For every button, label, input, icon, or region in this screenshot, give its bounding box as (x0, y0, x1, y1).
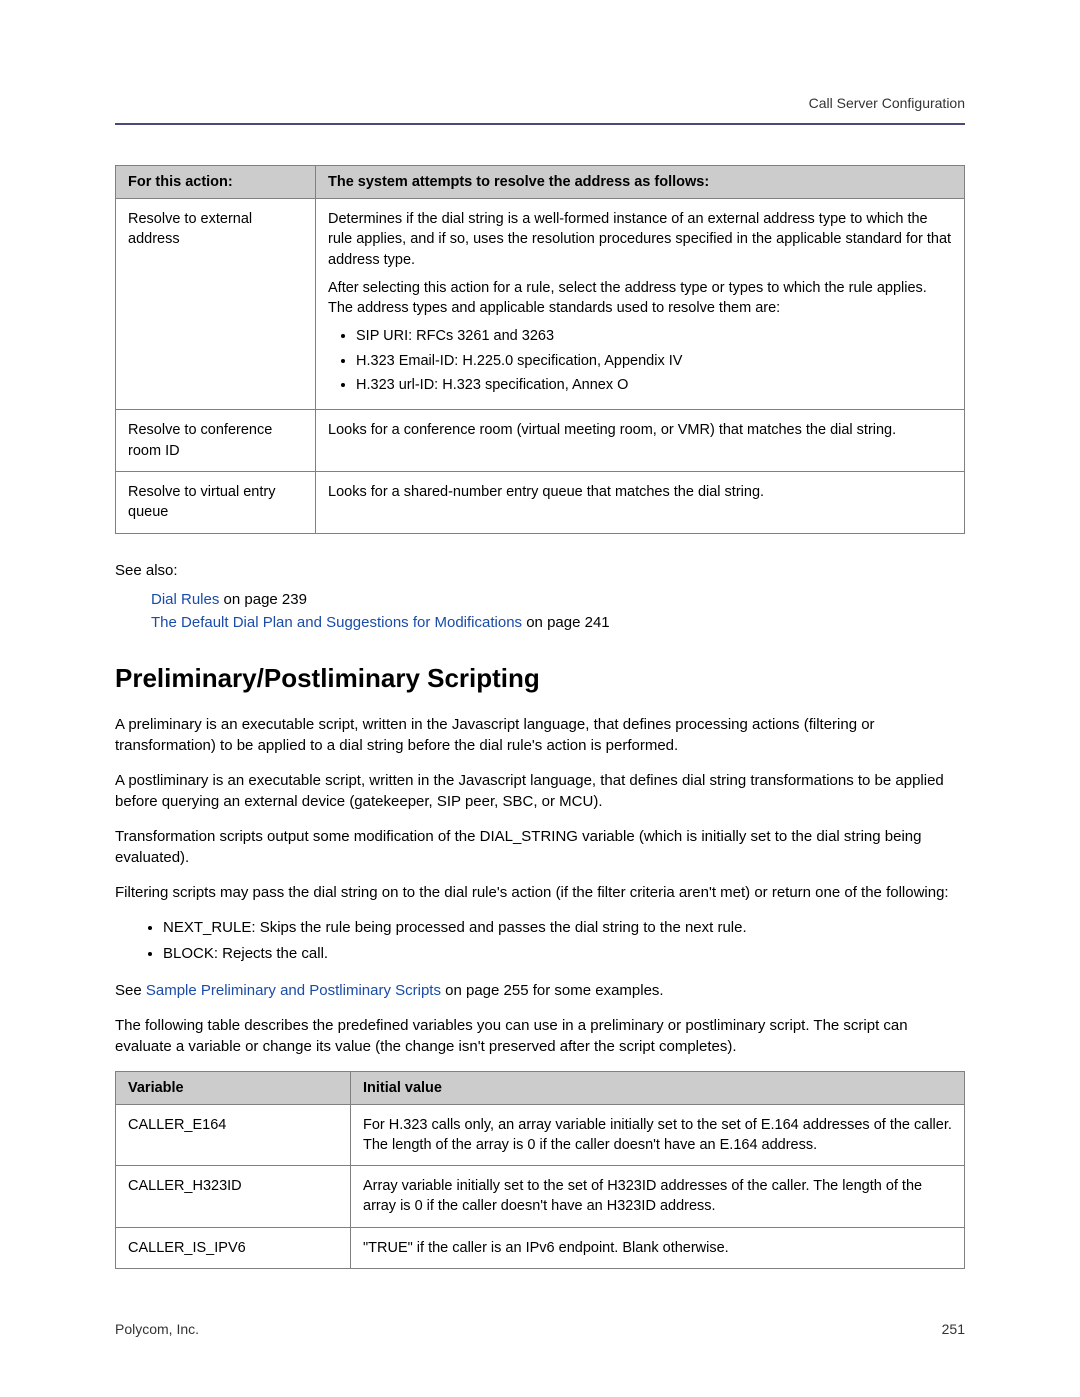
list-item: SIP URI: RFCs 3261 and 3263 (356, 326, 952, 346)
dial-rules-link[interactable]: Dial Rules (151, 591, 219, 608)
actions-table: For this action: The system attempts to … (115, 165, 965, 534)
cell-paragraph: Determines if the dial string is a well-… (328, 209, 952, 270)
body-paragraph: Transformation scripts output some modif… (115, 826, 965, 868)
table-header-row: For this action: The system attempts to … (116, 166, 965, 199)
cell-paragraph: After selecting this action for a rule, … (328, 278, 952, 319)
variable-cell: CALLER_IS_IPV6 (116, 1227, 351, 1268)
table-header-row: Variable Initial value (116, 1071, 965, 1104)
link-line: The Default Dial Plan and Suggestions fo… (151, 614, 965, 631)
page-footer: Polycom, Inc. 251 (115, 1321, 965, 1337)
table-row: Resolve to conference room ID Looks for … (116, 410, 965, 472)
footer-company: Polycom, Inc. (115, 1321, 199, 1337)
variables-table: Variable Initial value CALLER_E164 For H… (115, 1071, 965, 1269)
see-also-label: See also: (115, 562, 965, 579)
variable-cell: CALLER_H323ID (116, 1166, 351, 1228)
table-row: CALLER_H323ID Array variable initially s… (116, 1166, 965, 1228)
action-cell: Resolve to external address (116, 199, 316, 410)
header-breadcrumb: Call Server Configuration (115, 95, 965, 111)
description-cell: Looks for a conference room (virtual mee… (316, 410, 965, 472)
link-suffix: on page 239 (219, 591, 307, 608)
value-cell: For H.323 calls only, an array variable … (351, 1104, 965, 1166)
list-item: H.323 url-ID: H.323 specification, Annex… (356, 375, 952, 395)
variable-cell: CALLER_E164 (116, 1104, 351, 1166)
table-row: Resolve to external address Determines i… (116, 199, 965, 410)
table-row: Resolve to virtual entry queue Looks for… (116, 471, 965, 533)
table-header: Variable (116, 1071, 351, 1104)
action-cell: Resolve to virtual entry queue (116, 471, 316, 533)
action-cell: Resolve to conference room ID (116, 410, 316, 472)
table-row: CALLER_E164 For H.323 calls only, an arr… (116, 1104, 965, 1166)
description-cell: Determines if the dial string is a well-… (316, 199, 965, 410)
link-suffix: on page 241 (522, 614, 610, 631)
body-paragraph: Filtering scripts may pass the dial stri… (115, 882, 965, 903)
table-header: For this action: (116, 166, 316, 199)
list-item: NEXT_RULE: Skips the rule being processe… (163, 917, 965, 940)
value-cell: "TRUE" if the caller is an IPv6 endpoint… (351, 1227, 965, 1268)
footer-page-number: 251 (942, 1321, 965, 1337)
body-paragraph: A postliminary is an executable script, … (115, 770, 965, 812)
header-rule (115, 123, 965, 125)
see-also-links: Dial Rules on page 239 The Default Dial … (151, 591, 965, 631)
text-suffix: on page 255 for some examples. (441, 982, 664, 999)
list-item: H.323 Email-ID: H.225.0 specification, A… (356, 351, 952, 371)
description-cell: Looks for a shared-number entry queue th… (316, 471, 965, 533)
table-header: The system attempts to resolve the addre… (316, 166, 965, 199)
table-header: Initial value (351, 1071, 965, 1104)
body-paragraph: The following table describes the predef… (115, 1015, 965, 1057)
cell-list: SIP URI: RFCs 3261 and 3263 H.323 Email-… (328, 326, 952, 395)
default-dial-plan-link[interactable]: The Default Dial Plan and Suggestions fo… (151, 614, 522, 631)
value-cell: Array variable initially set to the set … (351, 1166, 965, 1228)
body-paragraph: A preliminary is an executable script, w… (115, 714, 965, 756)
text-prefix: See (115, 982, 146, 999)
body-paragraph: See Sample Preliminary and Postliminary … (115, 980, 965, 1001)
link-line: Dial Rules on page 239 (151, 591, 965, 608)
table-row: CALLER_IS_IPV6 "TRUE" if the caller is a… (116, 1227, 965, 1268)
sample-scripts-link[interactable]: Sample Preliminary and Postliminary Scri… (146, 982, 441, 999)
list-item: BLOCK: Rejects the call. (163, 943, 965, 966)
body-list: NEXT_RULE: Skips the rule being processe… (115, 917, 965, 966)
section-heading: Preliminary/Postliminary Scripting (115, 663, 965, 694)
